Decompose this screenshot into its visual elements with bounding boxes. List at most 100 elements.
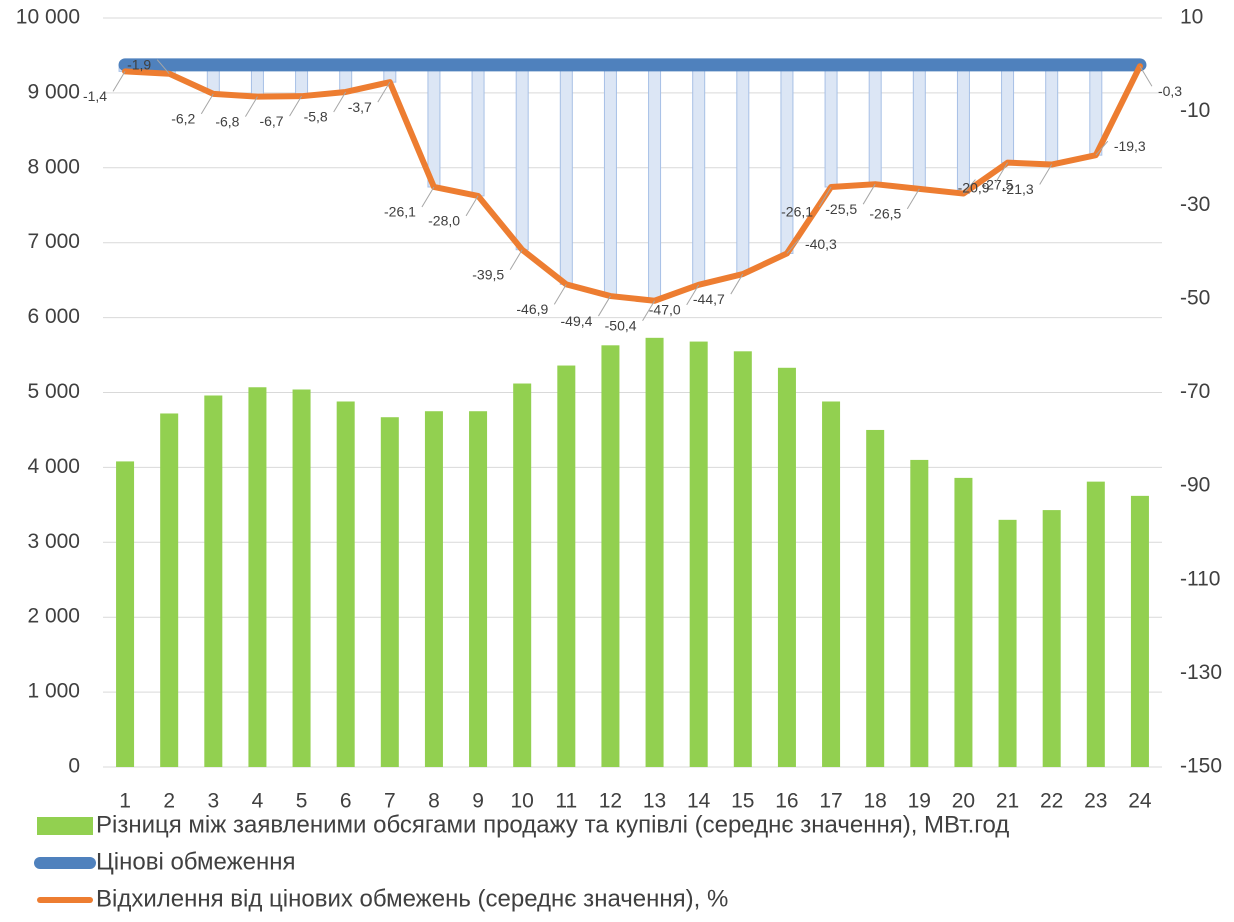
- drop-line: [1045, 64, 1059, 166]
- drop-line: [471, 64, 485, 197]
- y2-tick-label: -90: [1180, 474, 1210, 497]
- leader-line: [1095, 140, 1109, 156]
- x-tick-label: 4: [252, 790, 264, 813]
- bar: [424, 411, 443, 767]
- drop-line: [559, 64, 573, 285]
- drop-line: [868, 64, 882, 185]
- leader-line: [1039, 164, 1053, 185]
- leader-line: [553, 284, 567, 305]
- y2-tick-label: -130: [1180, 661, 1222, 684]
- data-label: -25,5: [825, 201, 857, 217]
- y-tick-label: 3 000: [27, 530, 80, 553]
- drop-line: [1001, 64, 1015, 164]
- y2-tick-label: -70: [1180, 380, 1210, 403]
- x-tick-label: 18: [864, 790, 887, 813]
- leader-line: [333, 91, 347, 113]
- leader-line: [245, 96, 258, 117]
- bar: [469, 411, 488, 767]
- data-label: -6,2: [171, 111, 195, 127]
- leader-line: [818, 186, 832, 208]
- x-tick-label: 21: [996, 790, 1019, 813]
- drop-line: [603, 64, 617, 297]
- bar: [822, 401, 841, 767]
- y-tick-label: 2 000: [27, 605, 80, 628]
- bar: [954, 477, 973, 767]
- x-tick-label: 17: [819, 790, 842, 813]
- drop-line: [956, 64, 970, 195]
- line: [122, 63, 1143, 304]
- x-tick-label: 22: [1040, 790, 1063, 813]
- x-tick-label: 6: [340, 790, 352, 813]
- leader-line: [995, 162, 1008, 183]
- bar: [1086, 481, 1105, 767]
- leader-line: [200, 93, 214, 115]
- data-label: -40,3: [805, 236, 837, 252]
- leader-line: [642, 300, 655, 322]
- leader-line: [289, 95, 302, 117]
- bar: [777, 367, 796, 767]
- data-label: -39,5: [472, 266, 504, 282]
- leader-line: [465, 195, 479, 217]
- drop-line: [692, 64, 706, 286]
- data-label: -0,3: [1158, 83, 1182, 99]
- bar: [116, 461, 135, 767]
- bar: [1042, 510, 1061, 767]
- leader-line: [509, 249, 523, 270]
- x-tick-label: 2: [163, 790, 175, 813]
- data-label: -6,7: [259, 113, 283, 129]
- data-label: -21,3: [1002, 181, 1034, 197]
- x-tick-label: 14: [687, 790, 711, 813]
- bar: [292, 389, 311, 767]
- leader-line: [1139, 65, 1153, 87]
- leader-line: [112, 71, 126, 92]
- legend-swatch: [37, 817, 93, 835]
- bar: [601, 345, 620, 767]
- y2-tick-label: -150: [1180, 755, 1222, 778]
- data-label: -1,4: [83, 88, 107, 104]
- x-tick-label: 3: [207, 790, 219, 813]
- x-tick-label: 20: [952, 790, 975, 813]
- x-tick-label: 5: [296, 790, 308, 813]
- data-label: -44,7: [693, 291, 725, 307]
- x-tick-label: 19: [908, 790, 931, 813]
- y2-tick-label: 10: [1180, 6, 1203, 29]
- leader-line: [730, 273, 744, 295]
- x-tick-label: 24: [1128, 790, 1152, 813]
- y2-tick-label: -50: [1180, 286, 1210, 309]
- data-label: -26,5: [869, 206, 901, 222]
- drop-line: [515, 64, 529, 251]
- legend-label: Різниця між заявленими обсягами продажу …: [96, 811, 1009, 838]
- bar: [998, 519, 1017, 767]
- bar: [733, 351, 752, 767]
- drop-line: [736, 64, 750, 275]
- leader-line: [598, 295, 611, 317]
- x-tick-label: 23: [1084, 790, 1107, 813]
- bar: [380, 417, 399, 767]
- data-label: -46,9: [516, 301, 548, 317]
- bar: [248, 387, 267, 767]
- leader-line: [686, 284, 700, 306]
- x-tick-label: 12: [599, 790, 622, 813]
- legend-label: Цінові обмеження: [96, 848, 296, 875]
- y-tick-label: 8 000: [27, 155, 80, 178]
- y-tick-label: 5 000: [27, 380, 80, 403]
- y-tick-label: 1 000: [27, 680, 80, 703]
- data-label: -50,4: [605, 317, 637, 333]
- drop-line: [648, 64, 662, 302]
- leader-line: [862, 183, 876, 205]
- bar: [910, 459, 929, 767]
- bar: [645, 337, 664, 767]
- bar: [336, 401, 355, 767]
- leader-line: [421, 186, 435, 208]
- bar: [204, 395, 223, 767]
- data-label: -19,3: [1114, 138, 1146, 154]
- bar: [513, 383, 532, 767]
- data-label: -20,9: [958, 179, 990, 195]
- y2-tick-label: -30: [1180, 193, 1210, 216]
- leader-line: [377, 81, 391, 103]
- y-tick-label: 6 000: [27, 305, 80, 328]
- data-label: -3,7: [348, 99, 372, 115]
- data-label: -26,1: [384, 204, 416, 220]
- bar: [557, 365, 576, 767]
